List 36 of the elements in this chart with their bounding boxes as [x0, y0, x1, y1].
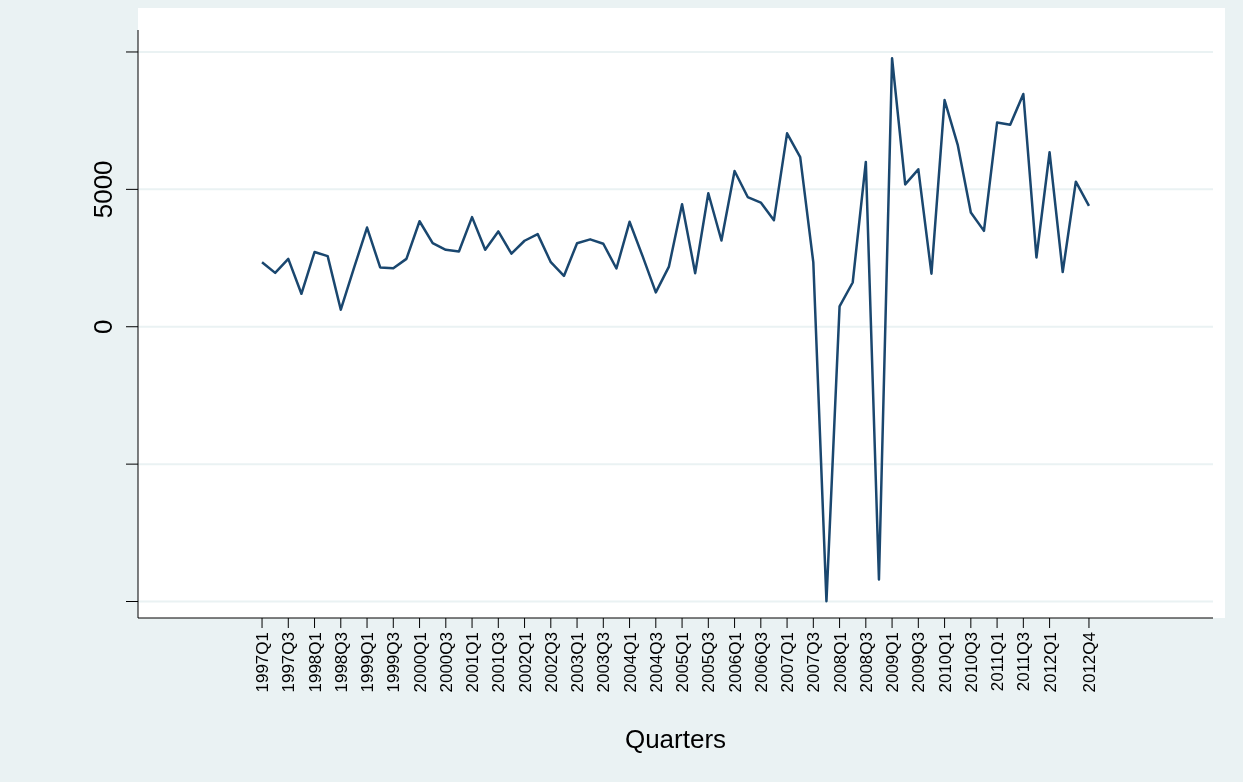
- x-tick-label: 2010Q3: [961, 632, 981, 693]
- x-tick-label: 1997Q1: [253, 632, 273, 693]
- x-tick-label: 1998Q3: [331, 632, 351, 693]
- x-tick-label: 1999Q1: [358, 632, 378, 693]
- x-tick-label: 1998Q1: [305, 632, 325, 693]
- x-tick-label: 2008Q1: [830, 632, 850, 693]
- x-tick-label: 2005Q3: [699, 632, 719, 693]
- x-tick-label: 2009Q3: [909, 632, 929, 693]
- x-tick-label: 2005Q1: [673, 632, 693, 693]
- y-tick-label: 5000: [88, 160, 118, 219]
- x-tick-label: 2009Q1: [883, 632, 903, 693]
- x-tick-label: 2002Q3: [541, 632, 561, 693]
- line-series: [260, 57, 1091, 603]
- x-tick-label: 2000Q3: [436, 632, 456, 693]
- x-tick-label: 2006Q3: [751, 632, 771, 693]
- x-tick-label: 2008Q3: [856, 632, 876, 693]
- x-tick-label: 2011Q1: [988, 632, 1008, 692]
- x-tick-label: 1999Q3: [384, 632, 404, 693]
- x-tick-label: 2000Q1: [410, 632, 430, 693]
- x-tick-label: 2003Q3: [594, 632, 614, 693]
- x-tick-label: 2006Q1: [725, 632, 745, 693]
- x-tick-label: 2012Q1: [1040, 632, 1060, 693]
- x-tick-label: 2004Q1: [620, 632, 640, 693]
- x-tick-label: 1997Q3: [279, 632, 299, 693]
- x-tick-label: 2012Q4: [1079, 632, 1099, 693]
- x-tick-label: 2010Q1: [935, 632, 955, 693]
- x-axis-title: Quarters: [624, 724, 727, 754]
- x-tick-label: 2003Q1: [568, 632, 588, 693]
- x-tick-label: 2001Q3: [489, 632, 509, 693]
- x-tick-label: 2007Q1: [778, 632, 798, 693]
- x-tick-label: 2001Q1: [463, 632, 483, 693]
- y-tick-label: 0: [88, 319, 118, 334]
- x-tick-label: 2004Q3: [646, 632, 666, 693]
- x-tick-label: 2011Q3: [1014, 632, 1034, 692]
- x-tick-label: 2002Q1: [515, 632, 535, 693]
- x-tick-label: 2007Q3: [804, 632, 824, 693]
